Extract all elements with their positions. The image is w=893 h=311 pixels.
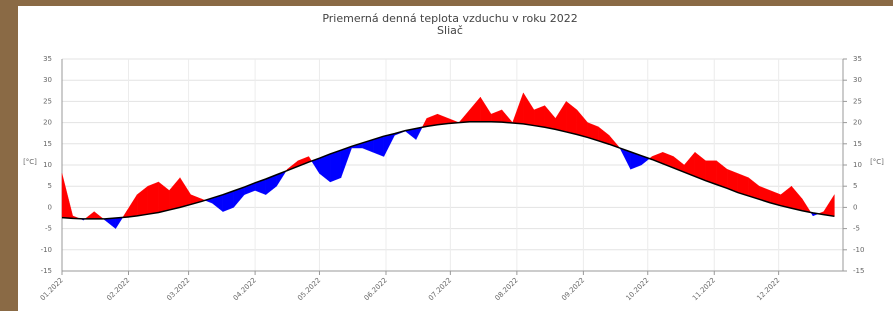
y2-tick-label: 20 (853, 119, 862, 127)
y-tick-label: 25 (43, 97, 52, 105)
y-tick-label: -5 (45, 225, 52, 233)
y2-tick-label: 35 (853, 55, 862, 63)
y2-tick-label: 25 (853, 97, 862, 105)
y-axis-label: [°C] (23, 158, 37, 166)
chart-panel (18, 6, 893, 311)
y-tick-label: 0 (48, 203, 52, 211)
y2-tick-label: 15 (853, 140, 862, 148)
chart: Priemerná denná teplota vzduchu v roku 2… (0, 0, 893, 311)
y-tick-label: 10 (43, 161, 52, 169)
y-tick-label: -10 (41, 246, 52, 254)
y2-tick-label: 30 (853, 76, 862, 84)
y-tick-label: 35 (43, 55, 52, 63)
page: {"chart_data": { "type": "deviation-area… (0, 0, 893, 311)
y2-axis-label: [°C] (870, 158, 884, 166)
y-tick-label: 30 (43, 76, 52, 84)
chart-subtitle: Sliač (437, 24, 463, 37)
deviation-area (148, 182, 159, 214)
y2-tick-label: -15 (853, 267, 864, 275)
y-tick-label: 20 (43, 119, 52, 127)
y-tick-label: 5 (48, 182, 52, 190)
y2-tick-label: 5 (853, 182, 857, 190)
y-tick-label: 15 (43, 140, 52, 148)
y2-tick-label: 10 (853, 161, 862, 169)
y-tick-label: -15 (41, 267, 52, 275)
y2-tick-label: -10 (853, 246, 864, 254)
y2-tick-label: 0 (853, 203, 857, 211)
deviation-area (330, 150, 341, 182)
y2-tick-label: -5 (853, 225, 860, 233)
